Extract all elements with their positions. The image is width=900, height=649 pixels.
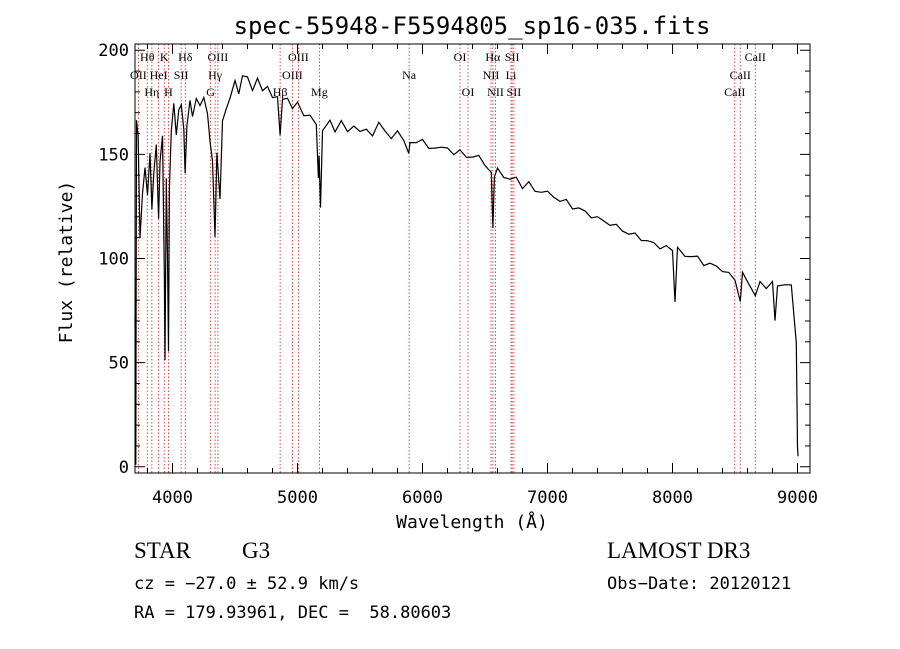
y-axis-ticks: 0 50 100 150 200 [98,41,810,478]
x-tick-label: 8000 [652,488,693,508]
marker-label-NII-a: NII [483,68,500,82]
plot-frame [134,43,811,474]
marker-label-H-theta: Hθ [140,50,155,64]
marker-label-OII: OII [130,68,147,82]
x-axis-label: Wavelength (Å) [396,511,548,533]
y-tick-label: 200 [98,41,129,61]
y-tick-label: 100 [98,250,129,270]
x-tick-label: 4000 [152,488,193,508]
redshift-cz: cz = −27.0 ± 52.9 km/s [134,574,360,594]
object-class: STAR [134,538,191,563]
marker-label-SII-c: SII [507,85,522,99]
marker-label-G: G [206,85,215,99]
marker-label-CaII-b: CaII [730,68,751,82]
obs-date: Obs−Date: 20120121 [607,574,792,594]
chart-title: spec-55948-F5594805_sp16-035.fits [234,12,711,40]
marker-label-NII-b: NII [487,85,504,99]
marker-label-H-delta: Hδ [178,50,193,64]
marker-label-OIII-a: OIII [208,50,229,64]
x-tick-label: 6000 [402,488,443,508]
marker-label-OI-b: OI [462,85,475,99]
y-tick-label: 0 [119,458,129,478]
x-tick-label: 7000 [527,488,568,508]
marker-label-Li: Li [506,68,517,82]
marker-label-H-epsilon: H [164,85,173,99]
spectrum-line [134,75,799,465]
y-tick-label: 50 [109,354,129,374]
marker-label-H-beta: Hβ [273,85,288,99]
marker-label-H-alpha: Hα [485,50,501,64]
marker-label-SII-b: SII [505,50,520,64]
marker-label-Na: Na [402,68,417,82]
subclass: G3 [242,538,271,563]
x-tick-label: 9000 [777,488,818,508]
marker-label-H-gamma: Hγ [208,68,223,82]
y-tick-label: 150 [98,145,129,165]
marker-label-SII-a: SII [174,68,189,82]
marker-label-CaII-c: CaII [724,85,745,99]
x-tick-label: 5000 [277,488,318,508]
survey-name: LAMOST DR3 [607,538,751,563]
marker-label-HeI: HeI [150,68,168,82]
marker-label-Mg: Mg [311,85,328,99]
x-axis-ticks: 4000 5000 6000 7000 8000 9000 [147,44,818,508]
marker-label-OIII-c: OIII [282,68,303,82]
marker-label-OIII-b: OIII [288,50,309,64]
line-markers [137,44,756,473]
marker-label-K: K [160,50,169,64]
marker-label-H-eta: Hη [144,85,159,99]
marker-label-CaII-a: CaII [745,50,766,64]
coordinates: RA = 179.93961, DEC = 58.80603 [134,603,452,623]
marker-label-OI-a: OI [454,50,467,64]
y-axis-label: Flux (relative) [56,181,77,344]
